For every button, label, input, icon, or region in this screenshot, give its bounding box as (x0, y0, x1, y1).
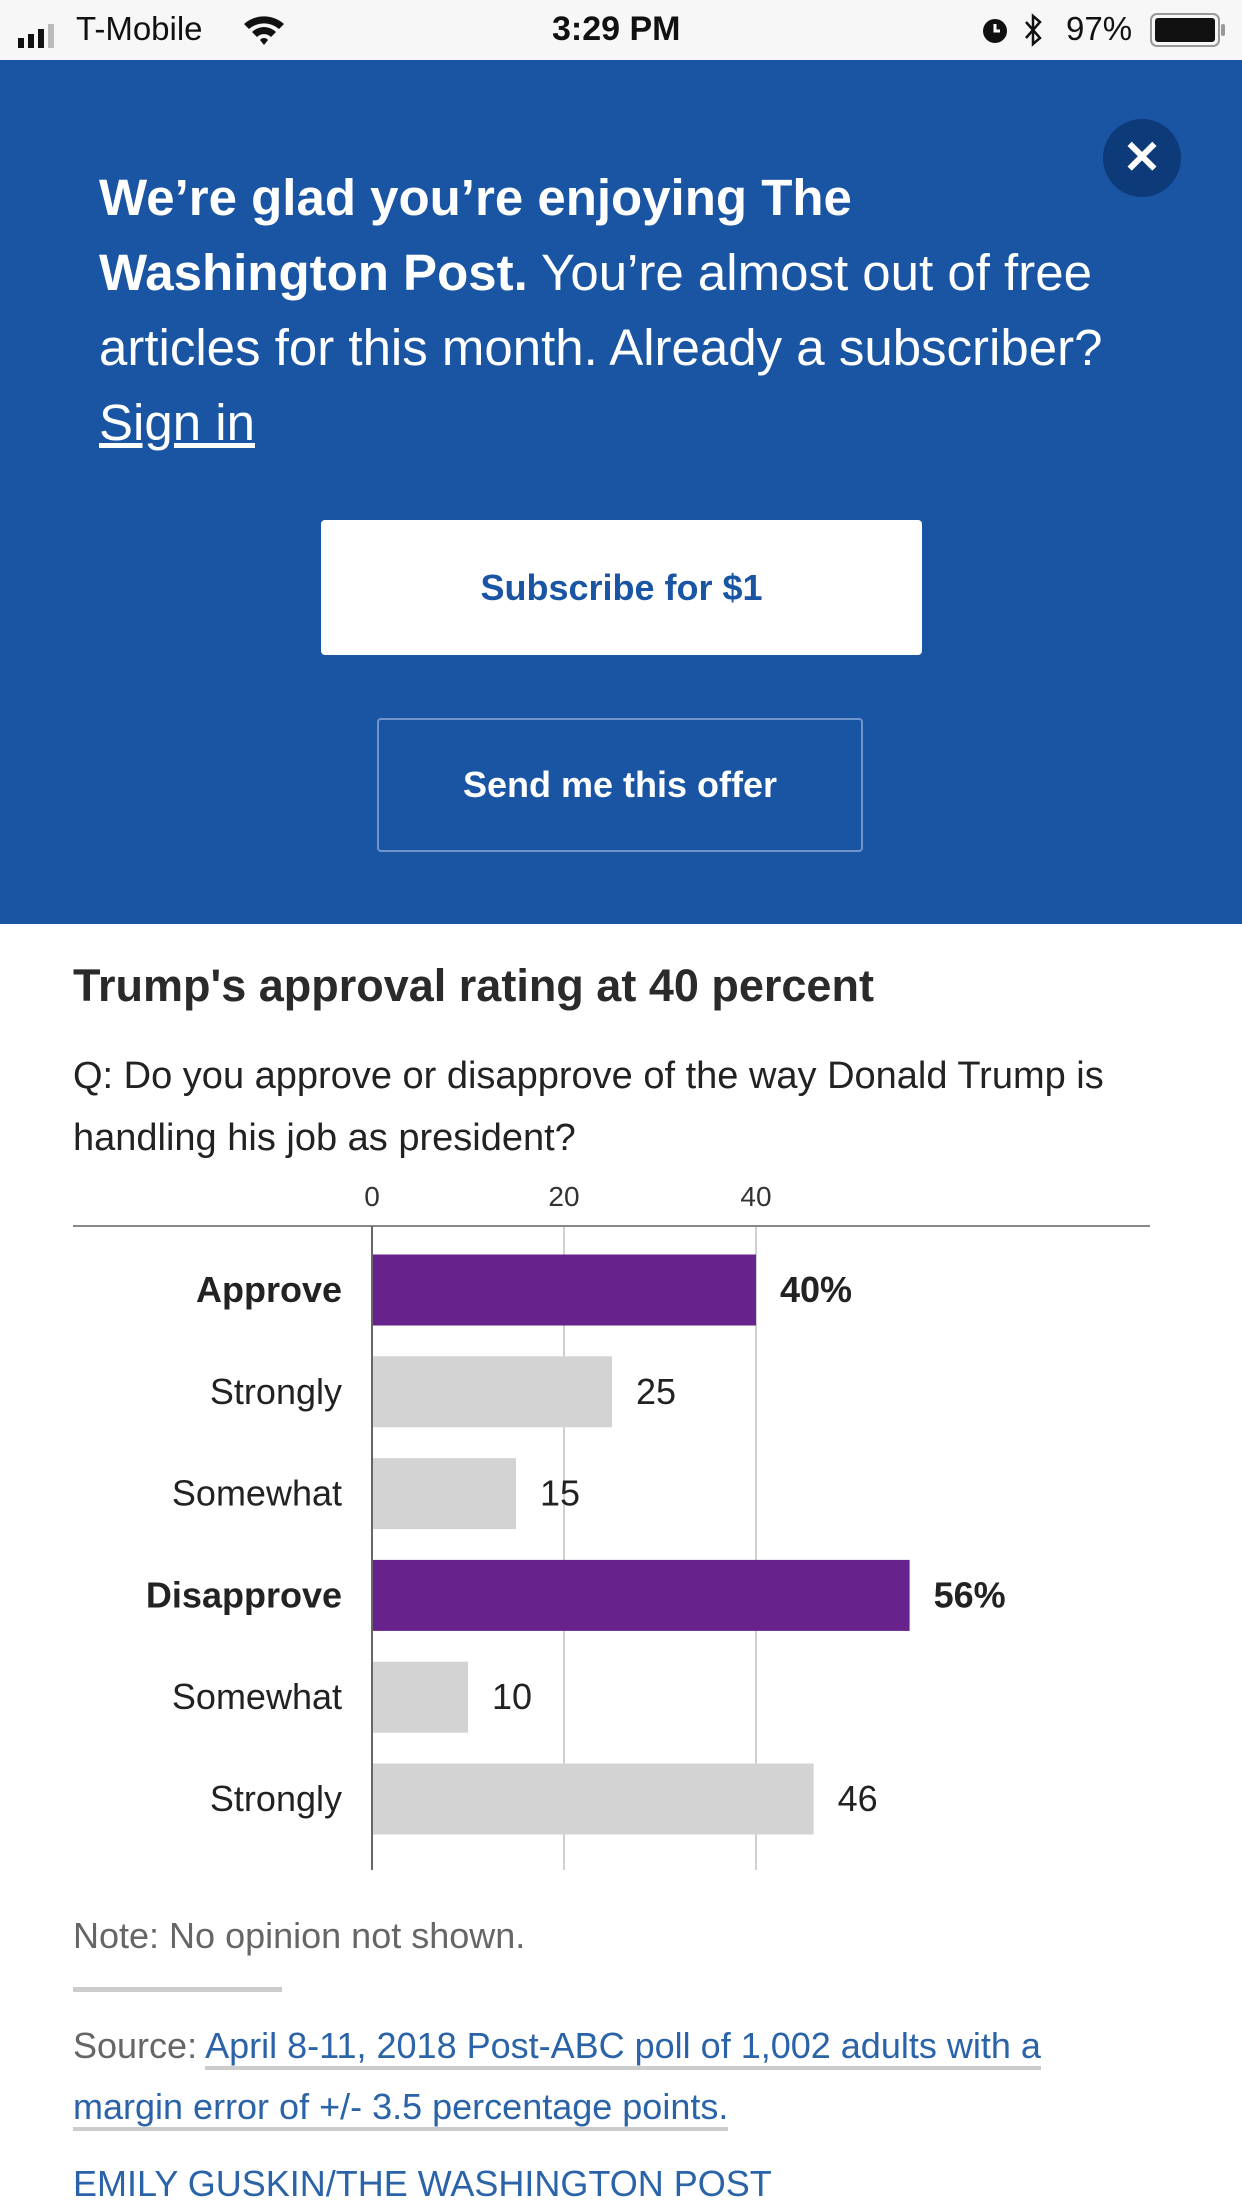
x-tick-label: 20 (548, 1181, 579, 1212)
bar (372, 1661, 468, 1733)
chart-note: Note: No opinion not shown. (73, 1915, 526, 1956)
source-link[interactable]: April 8-11, 2018 Post-ABC poll of 1,002 … (73, 2025, 1041, 2131)
category-label: Somewhat (172, 1473, 342, 1514)
chart-credit: EMILY GUSKIN/THE WASHINGTON POST (73, 2163, 772, 2204)
chart-question: Q: Do you approve or disapprove of the w… (73, 1055, 1104, 1159)
divider (73, 1987, 282, 1992)
bar (372, 1763, 814, 1835)
category-label: Approve (196, 1269, 342, 1310)
x-tick-label: 40 (740, 1181, 771, 1212)
category-label: Strongly (210, 1778, 342, 1819)
subscription-banner: ✕ We’re glad you’re enjoying The Washing… (0, 60, 1242, 924)
category-label: Disapprove (146, 1574, 342, 1615)
chart-source: Source: April 8-11, 2018 Post-ABC poll o… (73, 2015, 1153, 2137)
bar (372, 1356, 612, 1428)
banner-message: We’re glad you’re enjoying The Washingto… (99, 160, 1139, 460)
banner-headline: We’re glad you’re enjoying The Washingto… (99, 169, 852, 301)
bar (372, 1559, 910, 1631)
value-label: 25 (636, 1371, 676, 1412)
send-offer-button[interactable]: Send me this offer (377, 718, 863, 852)
alarm-icon (980, 14, 1010, 54)
value-label: 40% (780, 1269, 852, 1310)
category-label: Somewhat (172, 1676, 342, 1717)
chart-title: Trump's approval rating at 40 percent (73, 960, 874, 1011)
subscribe-button[interactable]: Subscribe for $1 (321, 520, 922, 655)
battery-icon (1150, 13, 1226, 55)
value-label: 15 (540, 1473, 580, 1514)
value-label: 56% (934, 1574, 1006, 1615)
value-label: 10 (492, 1676, 532, 1717)
banner-text: You’re almost out of free articles for t… (99, 244, 1103, 376)
bar (372, 1254, 756, 1326)
wifi-icon (242, 12, 286, 54)
x-tick-label: 0 (364, 1181, 380, 1212)
bluetooth-icon (1022, 12, 1044, 56)
category-label: Strongly (210, 1371, 342, 1412)
sign-in-link[interactable]: Sign in (99, 394, 255, 451)
clock: 3:29 PM (552, 10, 681, 48)
signal-icon (18, 18, 66, 56)
bar (372, 1458, 516, 1530)
source-label: Source: (73, 2025, 206, 2066)
value-label: 46 (838, 1778, 878, 1819)
status-bar: T-Mobile 3:29 PM 97% (0, 0, 1242, 60)
battery-percent: 97% (1066, 10, 1133, 47)
carrier: T-Mobile (76, 10, 203, 47)
close-button[interactable]: ✕ (1103, 119, 1181, 197)
